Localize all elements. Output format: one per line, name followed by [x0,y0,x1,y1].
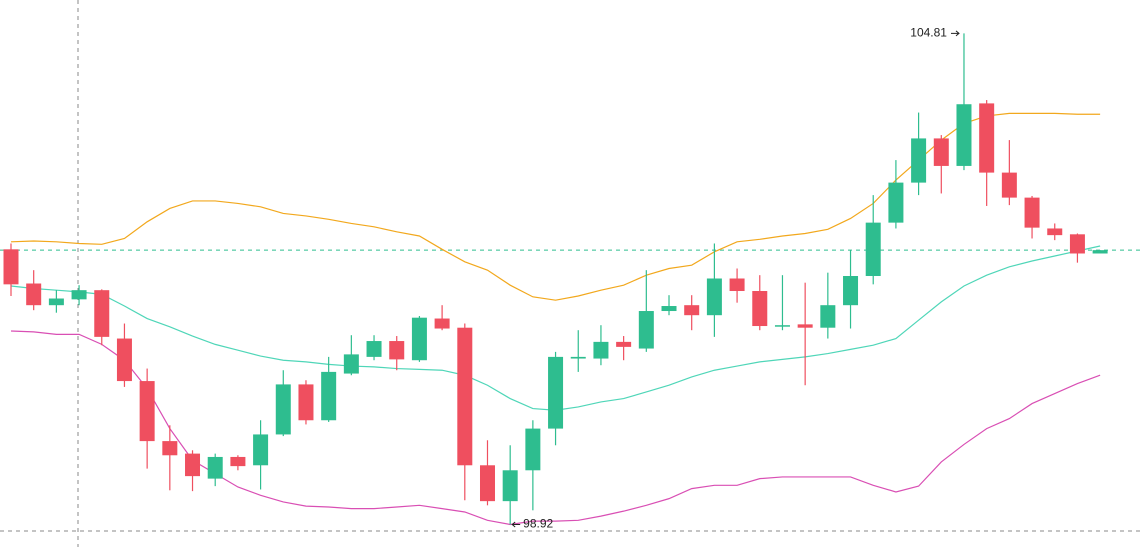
candle-body [457,327,473,466]
max-label: 104.81 [910,26,947,40]
candle-body [1069,234,1085,254]
candle-body [752,291,768,327]
candle-body [321,371,337,421]
candle-body [661,306,677,312]
candle-body [616,341,632,347]
candle-body [139,381,155,442]
candle-body [706,278,722,316]
candle-body [298,384,314,421]
candle-body [207,456,223,479]
candle-body [774,325,790,327]
candle-body [979,103,995,173]
candle-body [71,290,87,300]
candle-body [911,138,927,183]
candle-body [94,290,110,337]
candle-body [1001,172,1017,198]
candle-body [797,324,813,328]
candle-body [1047,228,1063,236]
candle-body [479,465,495,502]
candle-body [684,305,700,316]
candle-body [3,249,19,285]
candle-body [525,428,541,471]
candle-body [570,356,586,359]
candle-body [888,182,904,223]
min-arrow [511,521,521,528]
candle-body [275,384,291,435]
candle-body [185,453,201,477]
candle-body [1024,197,1040,228]
candle-body [162,441,178,456]
max-arrow [950,30,960,37]
min-label: 98.92 [523,517,553,531]
candle-body [26,283,42,306]
candle-body [48,298,64,306]
candle-body [389,341,405,360]
candle-body [434,318,450,329]
candle-body [502,470,518,502]
candle-body [366,341,382,357]
candle-body [933,138,949,166]
plot: 104.81 98.92 [0,26,1143,531]
candle-body [956,104,972,166]
candle-body [230,456,246,467]
candle-body [253,434,269,466]
candle-body [548,356,564,429]
candle-body [820,305,836,328]
candle-body [116,338,132,382]
candle-body [843,276,859,306]
candle-body [865,222,881,277]
candle-body [1092,250,1108,254]
candle-body [593,341,609,359]
candle-body [729,278,745,292]
candle-body [638,311,654,349]
candle-body [343,354,359,374]
candle-body [411,317,427,361]
